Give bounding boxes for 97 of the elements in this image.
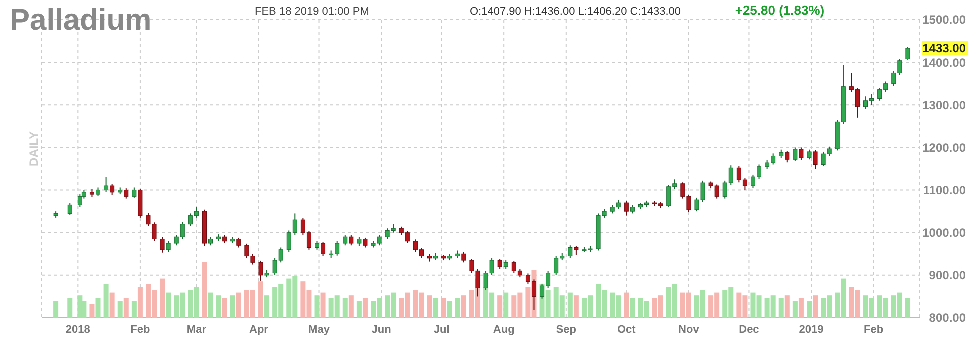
- candlestick: [124, 188, 129, 200]
- bar: [320, 292, 326, 318]
- x-tick-label: Oct: [617, 324, 636, 336]
- bar: [258, 282, 264, 318]
- bar: [806, 301, 812, 318]
- bar: [461, 296, 466, 318]
- bar: [236, 292, 242, 318]
- y-tick-label: 1200.00: [922, 140, 966, 155]
- bar: [498, 296, 503, 318]
- candlestick: [132, 187, 137, 198]
- x-tick-label: 2019: [799, 324, 824, 336]
- bar: [792, 301, 798, 318]
- x-tick-label: Feb: [130, 324, 151, 336]
- bar: [90, 304, 95, 318]
- candlestick: [906, 46, 910, 60]
- x-tick-label: Dec: [739, 324, 760, 336]
- bar: [905, 298, 910, 318]
- chart-title: Palladium: [10, 4, 152, 37]
- bar: [104, 284, 109, 318]
- candlestick: [258, 260, 264, 282]
- bar: [118, 301, 123, 318]
- y-tick-label: 800.00: [929, 311, 966, 326]
- bar: [314, 296, 320, 318]
- candlestick: [104, 176, 109, 192]
- x-tick-label: 2018: [66, 324, 90, 336]
- y-tick-label: 1000.00: [922, 226, 966, 240]
- bar: [362, 298, 368, 318]
- candlestick: [568, 245, 573, 259]
- x-tick-label: Feb: [864, 324, 884, 336]
- bar: [798, 298, 804, 318]
- candlestick: [498, 258, 502, 270]
- x-tick-label: Jun: [372, 324, 392, 336]
- bar: [222, 298, 228, 318]
- candlestick: [807, 149, 812, 160]
- y-tick-label: 1100.00: [923, 183, 966, 198]
- candlestick: [166, 240, 171, 253]
- candlestick: [357, 236, 362, 247]
- bar: [433, 298, 438, 318]
- candlestick: [624, 200, 629, 216]
- candlestick: [785, 150, 790, 164]
- bar: [138, 287, 143, 318]
- candlestick: [343, 234, 348, 246]
- candlestick: [160, 236, 165, 254]
- bar: [574, 296, 579, 318]
- candlestick: [110, 184, 115, 196]
- candlestick: [349, 234, 354, 246]
- candlestick: [799, 147, 804, 161]
- y-tick-label: 1300.00: [922, 98, 966, 112]
- bar: [504, 292, 509, 318]
- x-tick-label: Mar: [186, 324, 208, 336]
- bar: [96, 298, 101, 318]
- bar: [441, 298, 446, 318]
- bar: [630, 298, 636, 318]
- candlestick: [793, 147, 798, 162]
- bar: [54, 301, 59, 318]
- bar: [348, 296, 354, 318]
- bar: [455, 298, 460, 318]
- x-tick-label: Jul: [434, 324, 450, 336]
- text: +25.80 (1.83%): [735, 3, 825, 18]
- bar: [166, 292, 172, 318]
- candlestick: [363, 237, 368, 248]
- x-tick-label: Sep: [556, 324, 577, 336]
- candlestick: [462, 252, 466, 264]
- x-tick-label: May: [308, 324, 331, 336]
- bar: [160, 278, 166, 318]
- bar: [447, 301, 452, 318]
- x-tick-label: Aug: [493, 324, 515, 336]
- bar: [132, 301, 137, 318]
- candlestick: [321, 242, 326, 257]
- y-tick-label: 1500.00: [922, 13, 966, 28]
- bar: [427, 296, 432, 318]
- bar: [568, 292, 573, 318]
- bar: [624, 292, 630, 318]
- y-tick-label: 1400.00: [922, 56, 966, 70]
- bar: [208, 292, 214, 318]
- bar: [202, 262, 208, 318]
- candlestick: [68, 202, 72, 216]
- bar: [784, 296, 790, 318]
- candlestick: [78, 194, 82, 208]
- bar: [216, 296, 222, 318]
- bar: [813, 296, 818, 318]
- bar: [264, 296, 270, 318]
- text: 1433.00: [922, 42, 966, 56]
- x-tick-label: Apr: [250, 324, 270, 336]
- bar: [110, 292, 115, 318]
- candlestick: [236, 237, 242, 248]
- bar: [230, 296, 236, 318]
- chart-subtitle: FEB 18 2019 01:00 PM: [255, 6, 370, 18]
- x-tick-label: Nov: [678, 324, 700, 336]
- candlestick: [813, 150, 818, 170]
- bar: [68, 298, 73, 318]
- bar: [356, 301, 362, 318]
- y-tick-label: 900.00: [929, 268, 966, 283]
- bar: [124, 298, 129, 318]
- text: O:1407.90 H:1436.00 L:1406.20 C:1433.00: [470, 6, 682, 18]
- bar: [342, 298, 348, 318]
- bar: [778, 298, 784, 318]
